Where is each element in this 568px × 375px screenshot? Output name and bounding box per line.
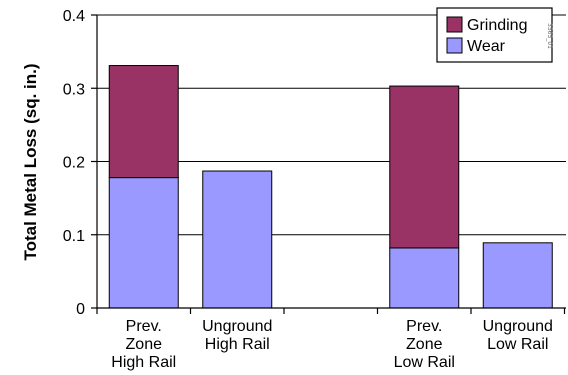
x-category-label: Low Rail (487, 336, 548, 353)
x-category-label: Prev. (406, 318, 442, 335)
x-category-label: Prev. (126, 318, 162, 335)
figure-stamp: 3565_01 (546, 23, 553, 49)
legend-swatch-grinding (446, 16, 463, 33)
bars (108, 65, 553, 309)
axes (91, 14, 566, 314)
y-tick-label: 0.2 (63, 155, 85, 172)
bar-wear-2 (389, 247, 460, 309)
legend-swatch-wear (446, 37, 463, 54)
bar-wear-1 (202, 170, 273, 309)
y-tick-label: 0.1 (63, 228, 85, 245)
x-category-label: High Rail (205, 336, 270, 353)
y-axis-label: Total Metal Loss (sq. in.) (21, 63, 40, 260)
x-category-label: Unground (202, 318, 272, 335)
bar-grinding-0 (108, 65, 179, 179)
y-tick-labels: 0 0.1 0.2 0.3 0.4 (63, 8, 85, 318)
y-tick-label: 0 (76, 301, 85, 318)
legend-label-wear: Wear (467, 38, 506, 55)
legend-label-grinding: Grinding (467, 17, 527, 34)
y-tick-label: 0.4 (63, 8, 85, 25)
bar-wear-3 (482, 242, 553, 309)
bar-grinding-2 (389, 85, 460, 249)
x-category-label: Unground (483, 318, 553, 335)
legend: Grinding Wear 3565_01 (436, 7, 553, 63)
bar-wear-0 (108, 177, 179, 309)
y-tick-label: 0.3 (63, 81, 85, 98)
x-category-label: Zone (406, 336, 443, 353)
x-category-label: Low Rail (394, 354, 455, 371)
x-category-label: Zone (126, 336, 163, 353)
x-category-label: High Rail (111, 354, 176, 371)
